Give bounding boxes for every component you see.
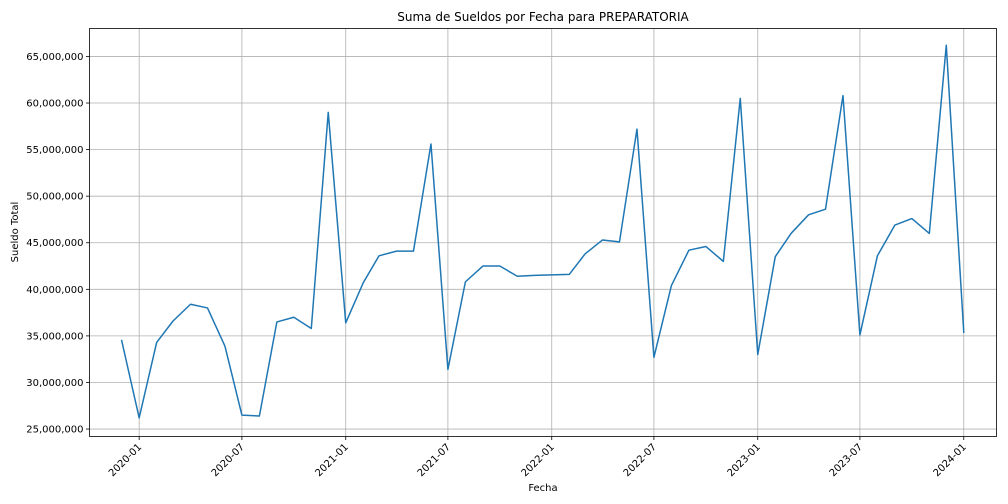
series-line xyxy=(120,44,965,419)
y-tick-label: 65,000,000 xyxy=(26,52,83,63)
x-tick-label: 2024-01 xyxy=(932,442,969,479)
x-tick-label: 2020-07 xyxy=(210,442,247,479)
y-tick-label: 30,000,000 xyxy=(26,378,83,389)
y-axis: 25,000,000 30,000,000 35,000,000 40,000,000… xyxy=(26,52,90,436)
y-tick-label: 45,000,000 xyxy=(26,238,83,249)
grid xyxy=(89,28,997,437)
x-tick-label: 2020-01 xyxy=(107,442,144,479)
x-tick-label: 2022-01 xyxy=(520,442,557,479)
y-tick-label: 60,000,000 xyxy=(26,99,83,110)
x-axis: 2020-01 2020-07 2021-01 2021-07 2022-01 2022-… xyxy=(107,436,969,479)
x-tick-label: 2021-07 xyxy=(416,442,453,479)
chart-title: Suma de Sueldos por Fecha para PREPARATO… xyxy=(397,10,689,24)
y-tick-label: 35,000,000 xyxy=(26,331,83,342)
y-tick-label: 55,000,000 xyxy=(26,145,83,156)
y-tick-label: 40,000,000 xyxy=(26,285,83,296)
series-layer xyxy=(120,44,965,419)
plot-frame xyxy=(89,28,997,437)
x-tick-label: 2023-07 xyxy=(828,442,865,479)
x-tick-label: 2023-01 xyxy=(726,442,763,479)
y-axis-title: Sueldo Total xyxy=(10,202,21,263)
x-tick-label: 2021-01 xyxy=(314,442,351,479)
y-tick-label: 50,000,000 xyxy=(26,192,83,203)
x-axis-title: Fecha xyxy=(528,483,557,494)
y-tick-label: 25,000,000 xyxy=(26,425,83,436)
x-tick-label: 2022-07 xyxy=(622,442,659,479)
